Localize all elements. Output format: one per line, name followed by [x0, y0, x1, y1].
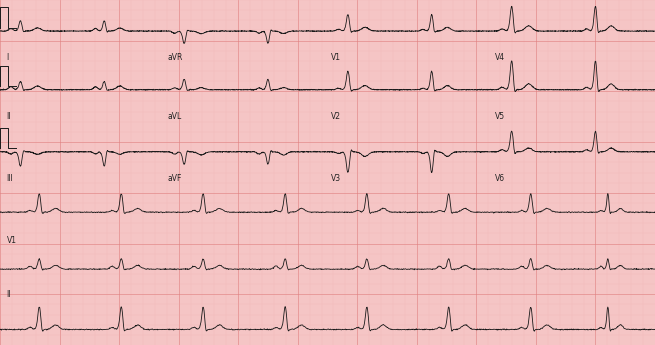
Text: aVL: aVL — [167, 112, 181, 121]
Text: III: III — [7, 174, 13, 183]
Text: V5: V5 — [495, 112, 504, 121]
Text: II: II — [7, 112, 11, 121]
Text: V3: V3 — [331, 174, 341, 183]
Text: V1: V1 — [331, 53, 341, 62]
Text: V6: V6 — [495, 174, 504, 183]
Text: I: I — [7, 53, 9, 62]
Text: V1: V1 — [7, 236, 16, 245]
Text: II: II — [7, 290, 11, 299]
Text: V2: V2 — [331, 112, 341, 121]
Text: aVR: aVR — [167, 53, 182, 62]
Text: aVF: aVF — [167, 174, 181, 183]
Text: V4: V4 — [495, 53, 504, 62]
